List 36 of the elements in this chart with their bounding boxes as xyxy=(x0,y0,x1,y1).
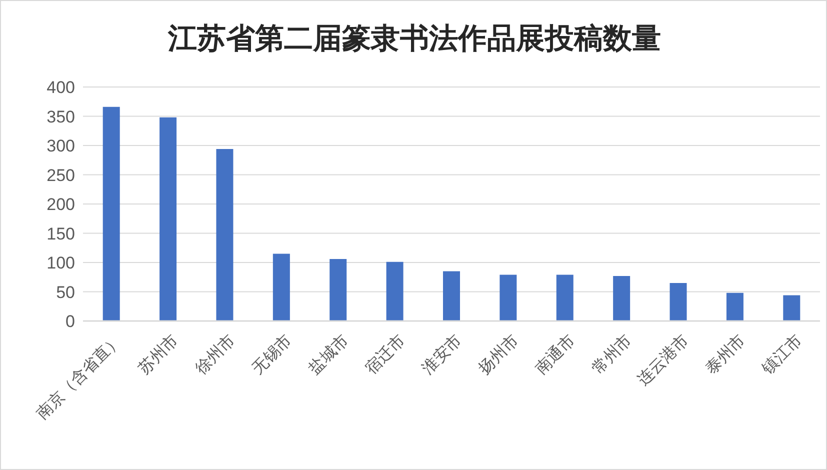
bar xyxy=(613,276,630,321)
bar xyxy=(500,274,517,321)
x-tick-label: 泰州市 xyxy=(702,331,749,378)
bar xyxy=(670,282,687,321)
bar xyxy=(216,149,234,321)
bar xyxy=(783,295,800,321)
y-tick-label: 200 xyxy=(46,195,75,214)
y-tick-label: 50 xyxy=(56,282,75,302)
x-tick-label: 淮安市 xyxy=(418,331,466,378)
bar xyxy=(726,292,744,321)
y-tick-label: 150 xyxy=(46,224,75,244)
x-tick-label: 宿迁市 xyxy=(362,331,409,378)
y-tick-label: 250 xyxy=(46,166,75,185)
y-tick-label: 350 xyxy=(46,107,75,126)
x-tick-label: 苏州市 xyxy=(135,331,182,378)
bar xyxy=(442,271,460,321)
bar xyxy=(102,106,120,321)
y-tick-label: 0 xyxy=(66,312,75,332)
bar xyxy=(386,262,404,321)
x-tick-label: 无锡市 xyxy=(248,331,296,378)
bar xyxy=(160,117,177,321)
x-tick-label: 镇江市 xyxy=(758,331,806,378)
x-tick-label: 连云港市 xyxy=(634,331,692,390)
x-tick-label: 南京（含省直） xyxy=(33,331,126,423)
x-tick-label: 盐城市 xyxy=(305,331,352,378)
x-tick-label: 徐州市 xyxy=(192,331,239,378)
y-tick-label: 300 xyxy=(46,136,75,156)
x-tick-label: 南通市 xyxy=(532,331,579,378)
y-tick-label: 400 xyxy=(46,78,75,98)
bar xyxy=(330,258,347,321)
chart-title: 江苏省第二届篆隶书法作品展投稿数量 xyxy=(166,22,662,57)
x-tick-label: 常州市 xyxy=(588,331,636,378)
y-tick-label: 100 xyxy=(46,254,75,273)
bar xyxy=(556,274,574,321)
x-tick-label: 扬州市 xyxy=(475,331,522,378)
bar xyxy=(272,254,290,321)
